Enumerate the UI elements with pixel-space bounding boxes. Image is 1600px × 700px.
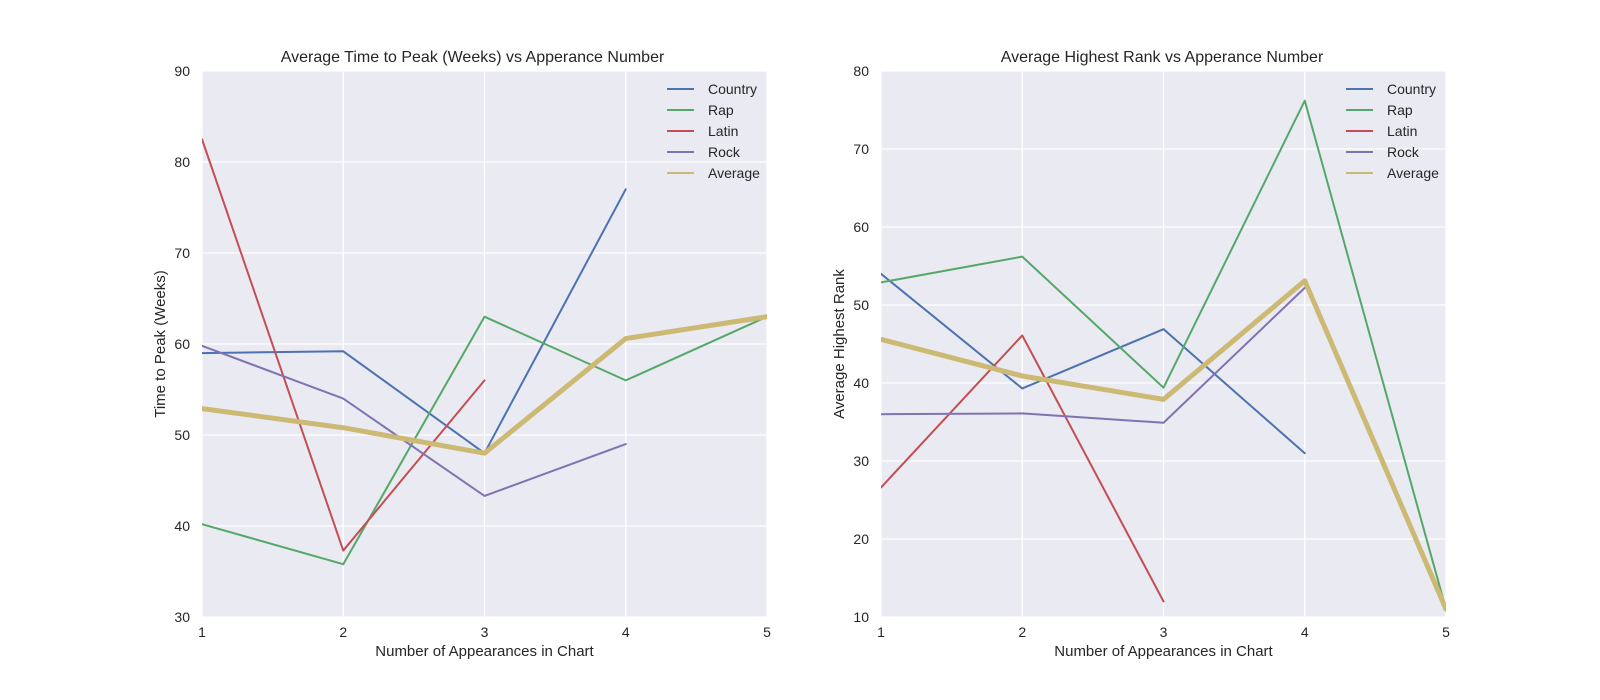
y-tick-label: 40: [853, 375, 869, 391]
x-tick-label: 3: [481, 624, 489, 640]
y-tick-label: 70: [174, 245, 190, 261]
series-line-latin: [202, 138, 486, 552]
x-axis-label: Number of Appearances in Chart: [1054, 643, 1273, 660]
y-tick-label: 30: [174, 609, 190, 625]
legend-label-average: Average: [708, 165, 760, 181]
x-tick-label: 1: [877, 624, 885, 640]
series-line-average: [881, 278, 1446, 612]
series-line-average: [202, 314, 767, 456]
legend: Country Rap Latin Rock Average: [667, 81, 760, 181]
x-axis-label: Number of Appearances in Chart: [375, 643, 594, 660]
legend-label-country: Country: [1387, 81, 1436, 97]
gridlines: [201, 70, 768, 618]
y-axis-label: Time to Peak (Weeks): [152, 270, 169, 418]
legend-label-rap: Rap: [708, 102, 734, 118]
series-line-country: [202, 188, 627, 455]
legend-label-rock: Rock: [708, 144, 741, 160]
series-line-rock: [881, 286, 1306, 424]
y-tick-label: 30: [853, 453, 869, 469]
time-to-peak-chart: Average Time to Peak (Weeks) vs Apperanc…: [152, 49, 771, 660]
y-tick-label: 70: [853, 141, 869, 157]
series-line-latin: [881, 334, 1165, 603]
gridlines: [880, 70, 1447, 618]
y-axis-label: Average Highest Rank: [831, 269, 848, 419]
x-tick-label: 2: [339, 624, 347, 640]
x-tick-label: 4: [1301, 624, 1309, 640]
legend-label-average: Average: [1387, 165, 1439, 181]
y-tick-label: 50: [853, 297, 869, 313]
y-tick-label: 40: [174, 518, 190, 534]
series-line-rock: [202, 344, 627, 497]
series-line-country: [881, 272, 1306, 455]
x-tick-label: 3: [1160, 624, 1168, 640]
y-tick-label: 80: [174, 154, 190, 170]
chart-title: Average Time to Peak (Weeks) vs Apperanc…: [281, 49, 665, 66]
legend-label-latin: Latin: [708, 123, 738, 139]
y-tick-label: 80: [853, 63, 869, 79]
chart-title: Average Highest Rank vs Apperance Number: [1001, 49, 1324, 66]
legend-label-rock: Rock: [1387, 144, 1420, 160]
series-lines: [202, 138, 767, 566]
y-tick-label: 20: [853, 531, 869, 547]
series-line-rap: [881, 99, 1446, 611]
y-tick-label: 90: [174, 63, 190, 79]
series-lines: [881, 99, 1446, 612]
x-tick-label: 5: [1442, 624, 1450, 640]
legend-label-country: Country: [708, 81, 757, 97]
legend: Country Rap Latin Rock Average: [1346, 81, 1439, 181]
x-tick-label: 5: [763, 624, 771, 640]
tick-labels: 1 2 3 4 5 30 40 50 60 70 80 90: [174, 63, 771, 640]
legend-label-latin: Latin: [1387, 123, 1417, 139]
x-tick-label: 4: [622, 624, 630, 640]
y-tick-label: 60: [853, 219, 869, 235]
x-tick-label: 2: [1018, 624, 1026, 640]
highest-rank-chart: Average Highest Rank vs Apperance Number…: [831, 49, 1450, 660]
series-line-rap: [202, 315, 767, 566]
y-tick-label: 10: [853, 609, 869, 625]
legend-label-rap: Rap: [1387, 102, 1413, 118]
x-tick-label: 1: [198, 624, 206, 640]
tick-labels: 1 2 3 4 5 10 20 30 40 50 60 70 80: [853, 63, 1450, 640]
y-tick-label: 50: [174, 427, 190, 443]
y-tick-label: 60: [174, 336, 190, 352]
